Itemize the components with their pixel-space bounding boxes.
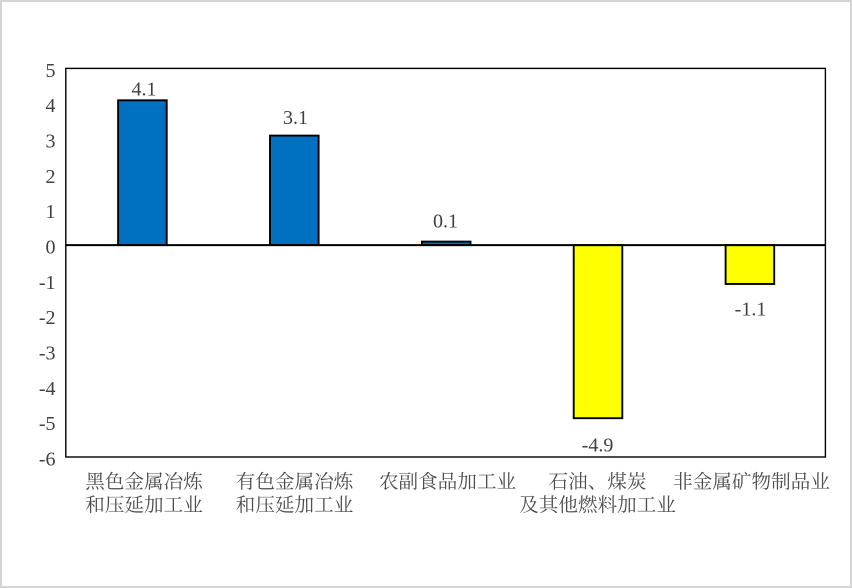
svg-text:-6: -6 bbox=[39, 448, 56, 470]
svg-text:3.1: 3.1 bbox=[283, 107, 308, 129]
svg-text:-3: -3 bbox=[39, 343, 56, 365]
svg-text:-5: -5 bbox=[39, 413, 56, 435]
svg-text:0: 0 bbox=[46, 237, 56, 259]
svg-text:-1: -1 bbox=[39, 272, 56, 294]
svg-text:0.1: 0.1 bbox=[433, 211, 458, 233]
svg-text:-4.9: -4.9 bbox=[582, 435, 614, 457]
svg-text:3: 3 bbox=[46, 131, 56, 153]
svg-text:-1.1: -1.1 bbox=[735, 299, 767, 321]
svg-text:2: 2 bbox=[46, 166, 56, 188]
svg-text:-4: -4 bbox=[39, 378, 56, 400]
svg-text:4: 4 bbox=[46, 95, 56, 117]
svg-text:-2: -2 bbox=[39, 307, 56, 329]
svg-text:4.1: 4.1 bbox=[132, 79, 157, 101]
svg-text:1: 1 bbox=[46, 201, 56, 223]
svg-text:5: 5 bbox=[46, 60, 56, 82]
